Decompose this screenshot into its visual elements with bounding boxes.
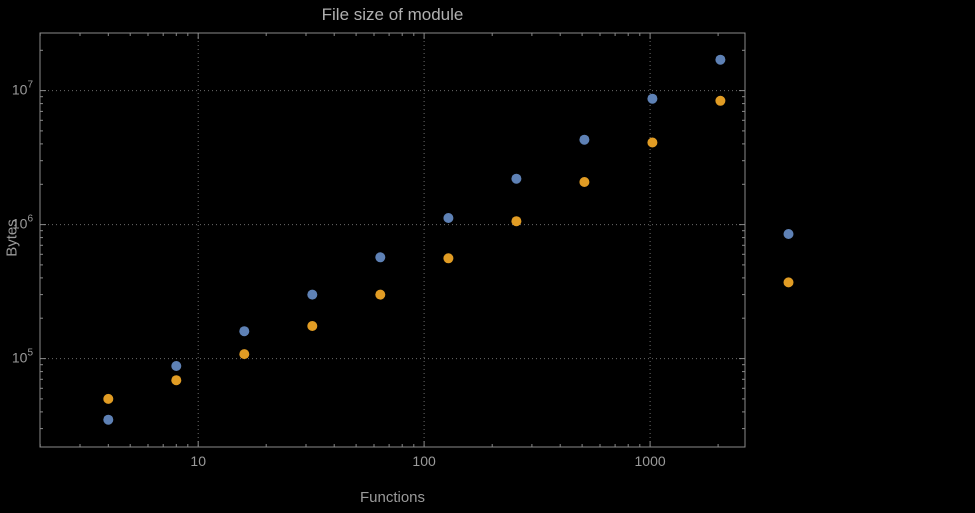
data-point-orange bbox=[443, 253, 454, 264]
y-axis-label: Bytes bbox=[3, 219, 21, 257]
data-point-orange bbox=[171, 375, 182, 386]
data-point-blue bbox=[511, 173, 522, 184]
data-point-blue bbox=[103, 414, 114, 425]
data-point-blue bbox=[579, 134, 590, 145]
data-point-orange bbox=[307, 321, 318, 331]
data-point-blue bbox=[171, 361, 182, 371]
data-point-orange bbox=[579, 177, 590, 187]
y-tick-label: 105 bbox=[12, 348, 34, 366]
data-point-blue bbox=[783, 229, 794, 239]
x-axis-label: Functions bbox=[359, 489, 426, 506]
data-point-orange bbox=[375, 289, 386, 300]
x-tick-label: 10 bbox=[190, 453, 206, 469]
x-tick-label: 1000 bbox=[635, 453, 666, 469]
data-point-orange bbox=[239, 349, 250, 360]
plot-frame bbox=[39, 32, 746, 448]
data-point-blue bbox=[307, 289, 318, 300]
data-point-orange bbox=[715, 95, 726, 106]
data-point-orange bbox=[783, 277, 794, 288]
data-point-blue bbox=[715, 54, 726, 65]
y-tick-label: 107 bbox=[12, 80, 34, 98]
data-point-orange bbox=[647, 137, 658, 148]
data-point-blue bbox=[443, 213, 454, 223]
data-point-orange bbox=[103, 393, 114, 404]
x-tick-label: 100 bbox=[412, 453, 436, 469]
data-point-orange bbox=[511, 216, 522, 227]
data-point-blue bbox=[375, 252, 386, 263]
data-point-blue bbox=[647, 93, 658, 104]
data-point-blue bbox=[239, 326, 250, 337]
chart-title: File size of module bbox=[321, 5, 464, 24]
